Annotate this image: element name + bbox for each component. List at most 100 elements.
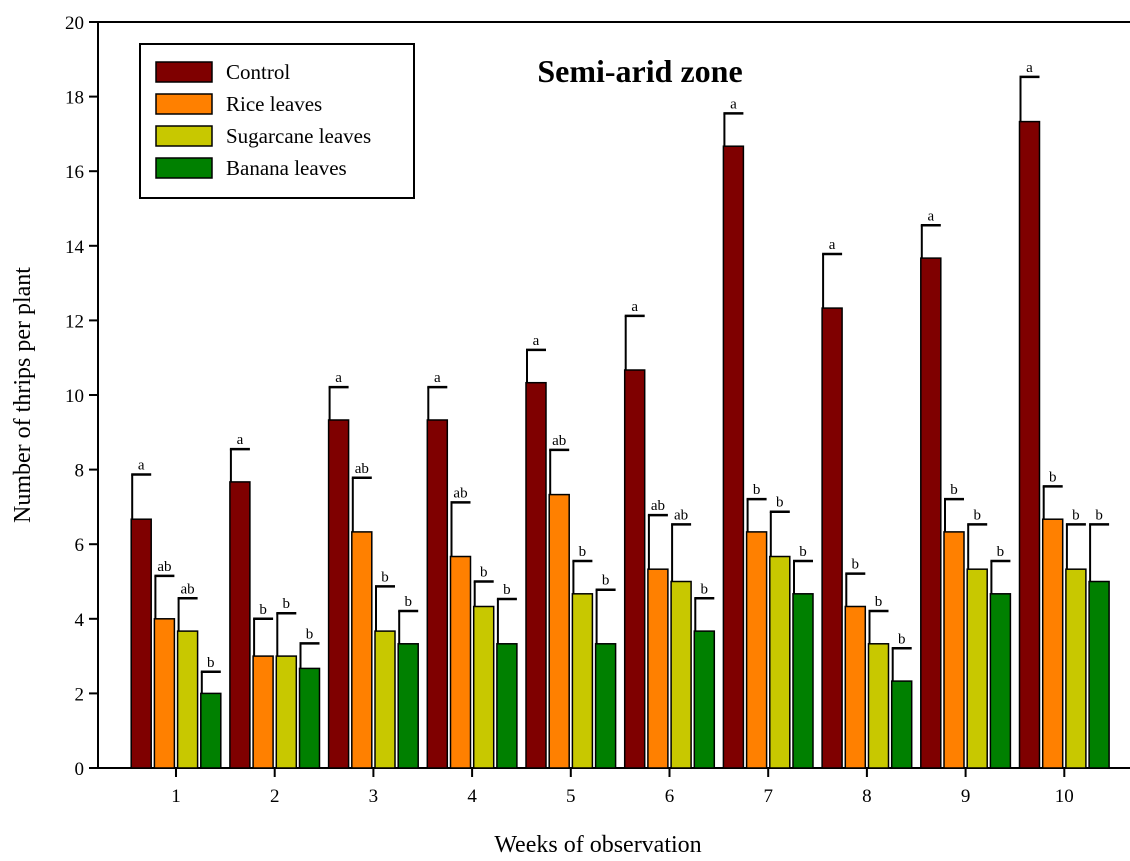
bar [229,481,251,769]
bar [200,692,222,769]
bar [571,593,594,769]
x-tick-label: 6 [665,786,675,807]
bar [670,580,692,769]
significance-label: b [207,655,215,671]
bar [594,643,617,769]
chart-title: Semi-arid zone [537,53,742,89]
bar [647,568,669,769]
y-tick-label: 14 [65,237,85,258]
significance-label: b [1049,469,1057,485]
bar [351,531,373,769]
significance-label: b [503,582,511,598]
bar [472,605,495,769]
bar [792,593,814,769]
significance-label: b [602,573,610,589]
significance-label: a [533,333,540,349]
significance-label: b [799,544,807,560]
bar [426,419,449,769]
bar [153,618,176,769]
x-tick-label: 10 [1055,786,1074,807]
x-tick-label: 8 [862,786,872,807]
significance-label: b [283,596,291,612]
legend-label: Rice leaves [226,92,322,116]
significance-label: b [997,544,1005,560]
legend-label: Sugarcane leaves [226,124,371,148]
significance-label: ab [674,507,688,523]
bar [1018,120,1041,769]
significance-label: a [829,237,836,253]
x-axis-title: Weeks of observation [494,832,701,858]
significance-label: b [973,507,981,523]
legend-swatch [155,61,213,83]
significance-label: ab [181,581,195,597]
bar [989,593,1012,769]
significance-label: b [1072,507,1080,523]
significance-label: b [259,602,267,618]
bar [693,630,716,769]
significance-label: a [730,96,737,112]
significance-label: ab [651,498,665,514]
y-tick-label: 0 [75,759,85,780]
bar [769,555,791,769]
x-tick-label: 7 [763,786,773,807]
legend-swatch [155,125,213,147]
significance-label: ab [157,559,171,575]
significance-label: ab [552,433,566,449]
significance-label: a [138,457,145,473]
y-tick-label: 12 [65,311,84,332]
bar [252,655,274,769]
x-tick-label: 1 [171,786,181,807]
y-axis-title: Number of thrips per plant [10,267,36,523]
bar [374,630,396,769]
bar [966,568,988,769]
legend-swatch [155,157,213,179]
bar [821,307,843,769]
x-tick-label: 2 [270,786,280,807]
bar [298,667,321,769]
y-ticks: 0 2 4 6 8 10 12 14 16 18 20 [65,13,98,780]
significance-label: b [480,565,488,581]
bar [275,655,298,769]
bar [890,680,913,769]
significance-label: b [852,557,860,573]
significance-label: a [1026,60,1033,76]
bar [496,643,518,769]
significance-label: b [381,569,389,585]
significance-label: b [950,482,958,498]
bar [1041,518,1064,769]
significance-label: b [776,495,784,511]
bar [1065,568,1087,769]
bar [623,369,646,769]
bar [525,381,547,769]
x-tick-label: 4 [467,786,477,807]
significance-label: a [434,370,441,386]
significance-label: b [875,594,883,610]
bar [844,605,867,769]
y-tick-label: 20 [65,13,84,34]
x-tick-label: 3 [369,786,379,807]
y-tick-label: 6 [75,535,85,556]
significance-label: b [701,581,709,597]
significance-label: b [753,482,761,498]
y-tick-label: 4 [75,610,85,631]
x-ticks: 1 2 3 4 5 6 7 8 9 10 [171,768,1074,807]
x-tick-label: 5 [566,786,576,807]
bar [327,419,350,769]
significance-label: b [579,544,587,560]
y-tick-label: 8 [75,461,85,482]
bar [397,643,419,769]
significance-label: b [306,626,314,642]
bar [943,531,965,769]
y-tick-label: 2 [75,684,85,705]
bar [176,630,199,769]
legend-swatch [155,93,213,115]
significance-label: ab [355,461,369,477]
bar [1088,580,1110,769]
significance-label: b [898,631,906,647]
significance-label: ab [453,485,467,501]
bar [745,531,768,769]
bar [548,493,570,769]
significance-label: b [404,594,412,610]
